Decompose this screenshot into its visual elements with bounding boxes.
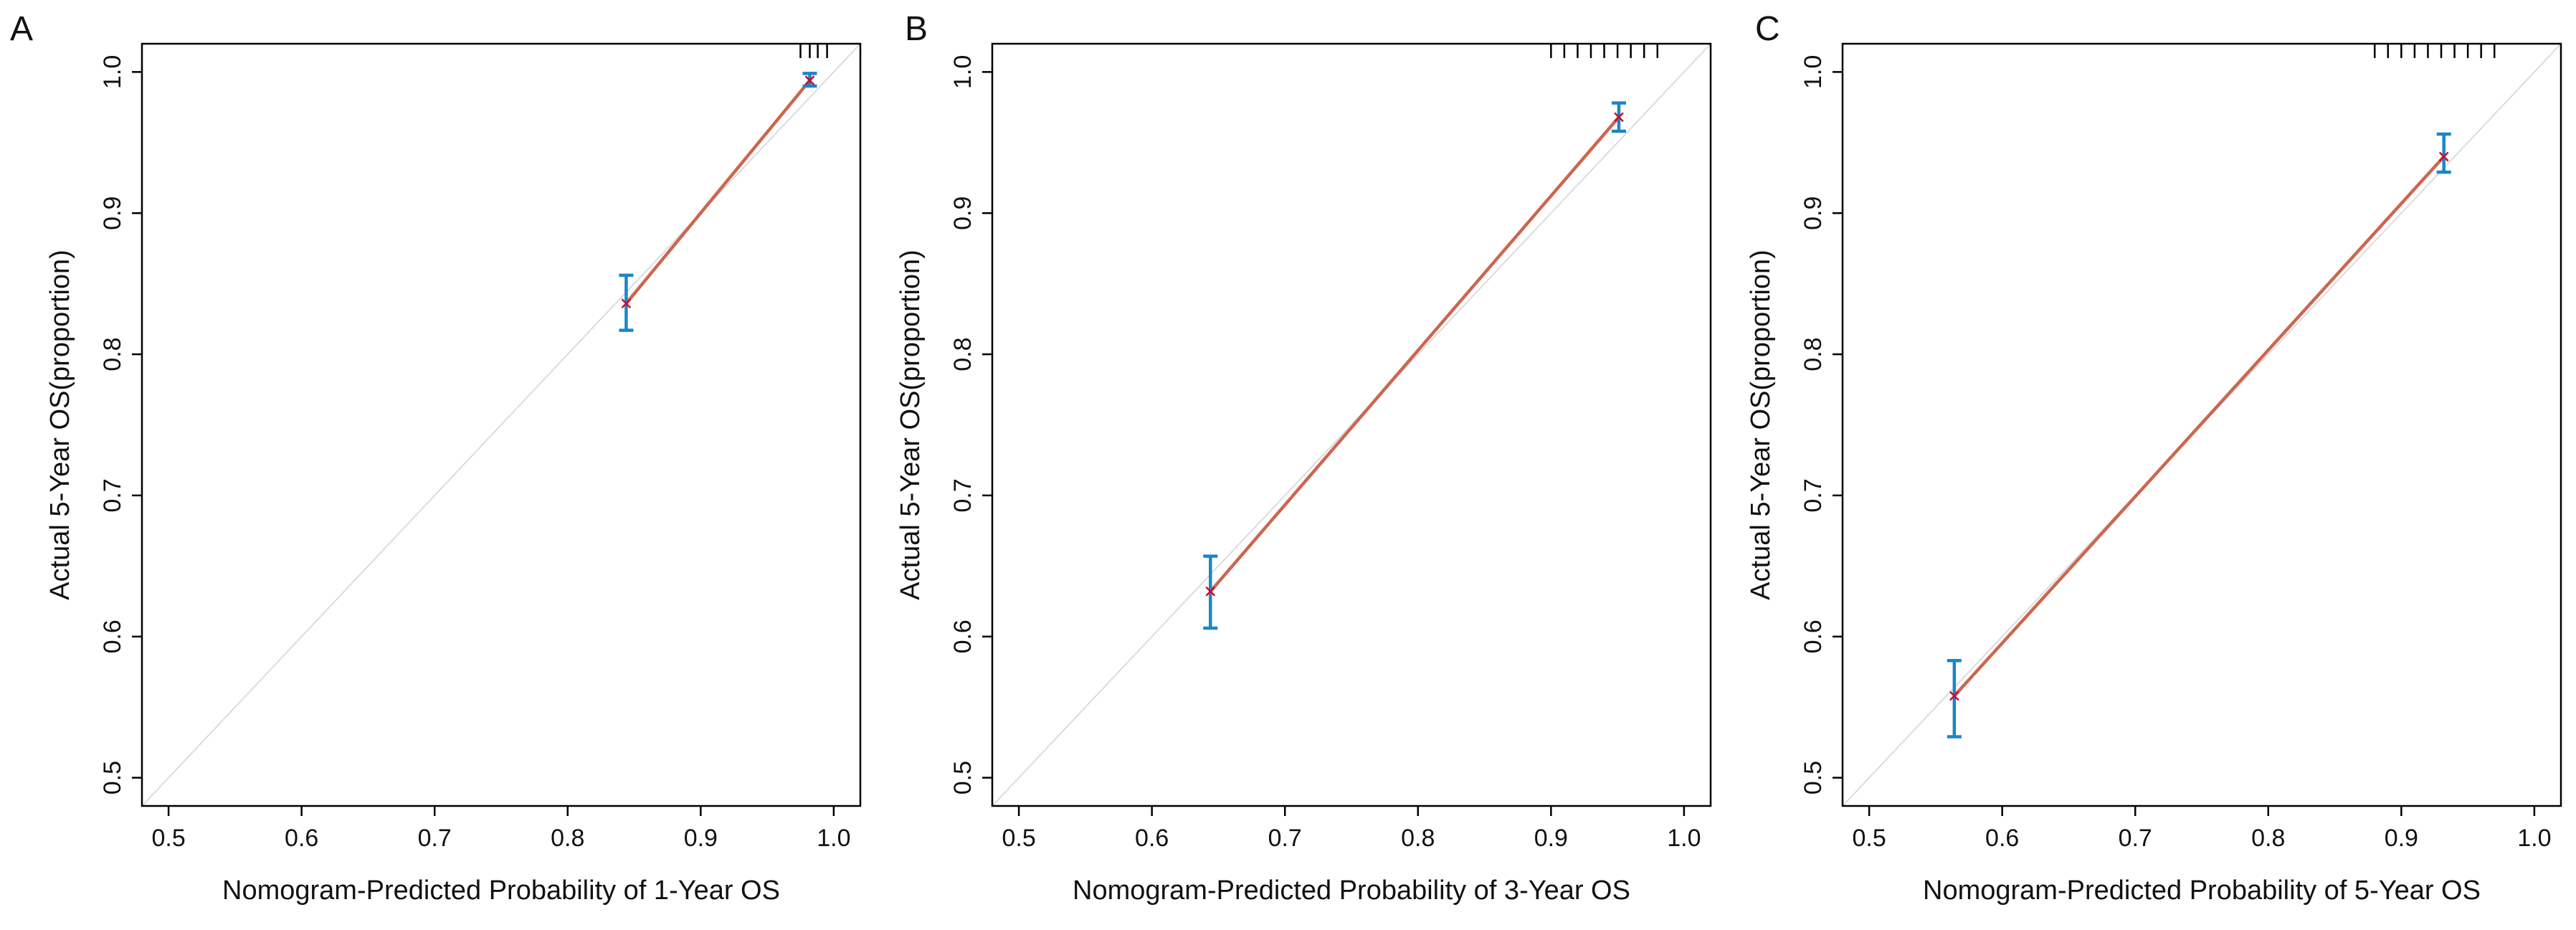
- x-tick-label: 0.5: [151, 825, 185, 852]
- x-tick-label: 0.7: [2119, 825, 2152, 852]
- data-point: [804, 75, 815, 86]
- y-tick-label: 0.8: [949, 337, 976, 371]
- calibration-line: [1953, 155, 2446, 697]
- y-tick-label: 1.0: [949, 55, 976, 89]
- panel-letter: C: [1755, 10, 1780, 48]
- data-point-stroke: [1614, 112, 1624, 123]
- x-tick-label: 0.7: [1268, 825, 1302, 852]
- x-tick-label: 0.5: [1852, 825, 1886, 852]
- y-tick-label: 0.7: [949, 478, 976, 512]
- y-tick-label: 0.9: [1800, 196, 1827, 230]
- y-tick-label: 0.5: [1800, 761, 1827, 794]
- data-point-stroke: [2438, 151, 2449, 162]
- x-tick-label: 1.0: [2517, 825, 2551, 852]
- data-point: [1949, 691, 1959, 701]
- x-tick-label: 0.6: [1985, 825, 2019, 852]
- y-tick-label: 0.6: [99, 620, 126, 653]
- x-tick-label: 0.7: [418, 825, 452, 852]
- x-axis-title: Nomogram-Predicted Probability of 1-Year…: [222, 876, 780, 906]
- x-tick-label: 0.6: [285, 825, 318, 852]
- y-axis-title: Actual 5-Year OS(proportion): [1746, 250, 1776, 600]
- y-tick-label: 0.8: [1800, 337, 1827, 371]
- data-point: [621, 298, 632, 309]
- x-axis-title: Nomogram-Predicted Probability of 5-Year…: [1923, 876, 2481, 906]
- y-tick-label: 0.6: [949, 620, 976, 653]
- data-point-stroke: [804, 75, 815, 86]
- calibration-line: [624, 79, 812, 305]
- x-tick-label: 0.8: [1401, 825, 1435, 852]
- x-tick-label: 0.5: [1002, 825, 1035, 852]
- data-point-stroke: [1205, 586, 1216, 597]
- y-tick-label: 0.7: [1800, 478, 1827, 512]
- y-tick-label: 0.8: [99, 337, 126, 371]
- data-point-stroke: [1949, 691, 1959, 701]
- data-point: [1614, 112, 1624, 123]
- panel-letter: B: [905, 10, 928, 48]
- plot-frame: [1841, 42, 2562, 807]
- y-tick-label: 0.9: [949, 196, 976, 230]
- x-tick-label: 1.0: [1667, 825, 1701, 852]
- plot-frame: [991, 42, 1712, 807]
- y-tick-label: 1.0: [99, 55, 126, 89]
- y-tick-label: 0.5: [949, 761, 976, 794]
- data-point-stroke: [621, 298, 632, 309]
- calibration-line: [1209, 115, 1620, 593]
- y-axis-title: Actual 5-Year OS(proportion): [895, 250, 926, 600]
- x-tick-label: 0.8: [551, 825, 584, 852]
- x-axis-title: Nomogram-Predicted Probability of 3-Year…: [1073, 876, 1630, 906]
- y-tick-label: 1.0: [1800, 55, 1827, 89]
- data-point: [2438, 151, 2449, 162]
- calibration-panel-b: B 0.5 0.6 0.7 0.8 0.9 1.0 0.5 0.6 0.7 0.8 0.9 1.0 Nom…: [895, 10, 1712, 906]
- panel-letter: A: [10, 10, 33, 48]
- y-tick-label: 0.9: [99, 196, 126, 230]
- y-tick-label: 0.6: [1800, 620, 1827, 653]
- x-tick-label: 0.9: [2385, 825, 2418, 852]
- calibration-panel-a: A 0.5 0.6 0.7 0.8 0.9 1.0 0.5 0.6 0.7 0.8 0.9 1.0 Nom…: [10, 10, 862, 906]
- x-tick-label: 0.8: [2251, 825, 2285, 852]
- plot-frame: [141, 42, 862, 807]
- reference-diagonal: [992, 43, 1711, 807]
- x-tick-label: 0.9: [684, 825, 718, 852]
- y-tick-label: 0.5: [99, 761, 126, 794]
- y-tick-label: 0.7: [99, 478, 126, 512]
- x-tick-label: 0.6: [1135, 825, 1169, 852]
- y-axis-title: Actual 5-Year OS(proportion): [45, 250, 75, 600]
- data-point: [1205, 586, 1216, 597]
- calibration-panel-c: C 0.5 0.6 0.7 0.8 0.9 1.0 0.5 0.6 0.7 0.8 0.9 1.0 Nom…: [1746, 10, 2562, 906]
- x-tick-label: 0.9: [1534, 825, 1568, 852]
- x-tick-label: 1.0: [817, 825, 850, 852]
- reference-diagonal: [141, 43, 861, 807]
